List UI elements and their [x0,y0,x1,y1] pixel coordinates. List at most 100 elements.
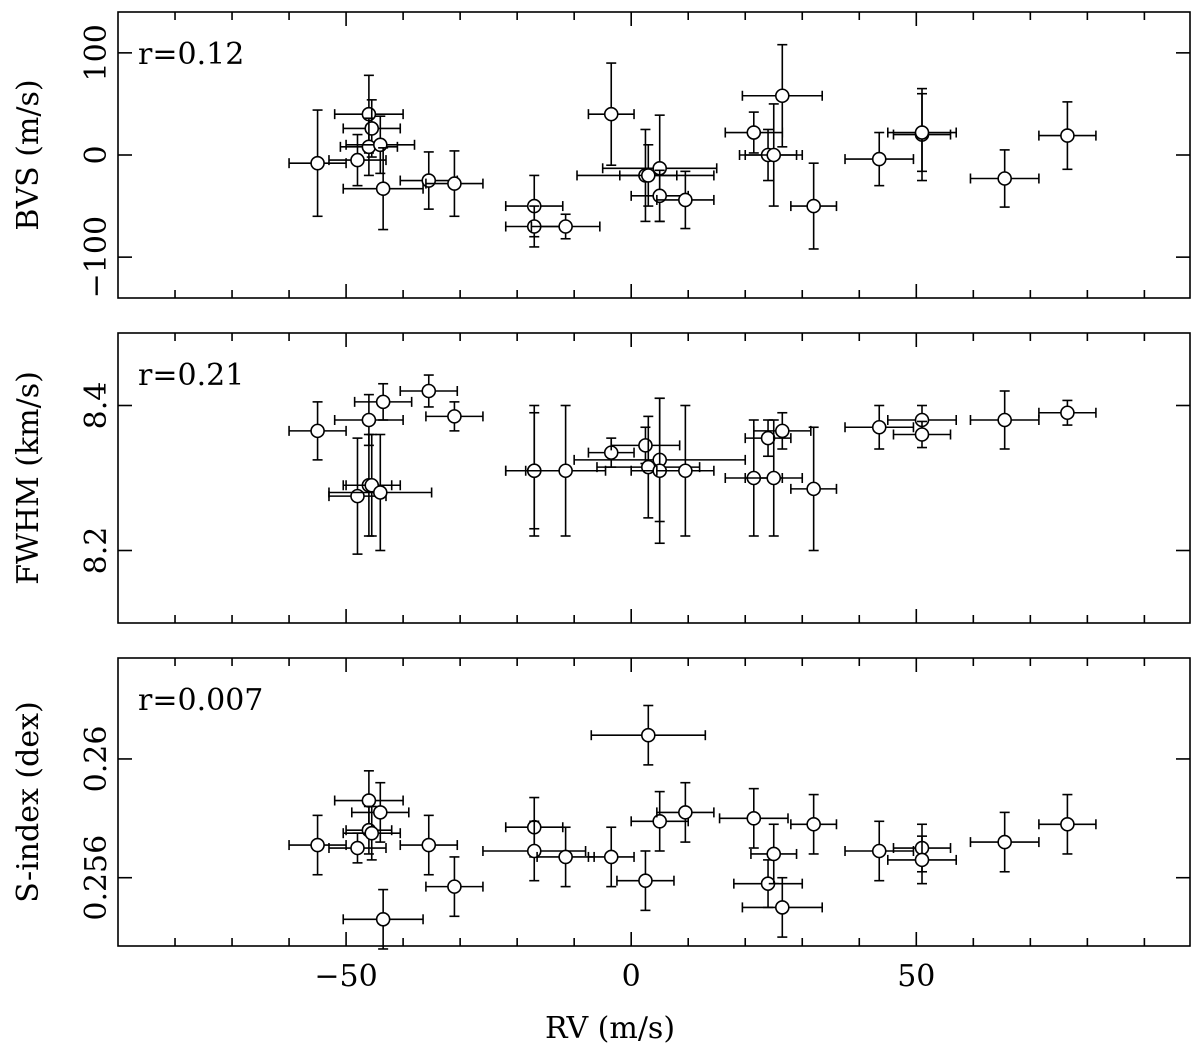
data-point [844,131,915,187]
y-tick-label: 0.256 [79,835,114,921]
data-marker [558,849,573,865]
data-point [1038,399,1097,426]
data-point [587,62,635,167]
data-marker [350,840,365,856]
data-point [425,401,484,432]
y-tick-label: 0 [79,145,114,164]
data-marker [766,470,782,486]
data-point [656,404,715,537]
data-point [744,419,804,537]
x-axis-label: RV (m/s) [545,1011,675,1046]
data-marker [1060,128,1075,143]
y-tick-label: 0.26 [79,726,114,793]
data-point [350,781,410,843]
data-point [288,401,347,461]
x-tick-label: 0 [622,959,641,994]
data-marker [914,852,930,868]
data-marker [447,409,462,424]
data-marker [678,463,693,479]
data-point [587,437,635,468]
y-tick-label: 8.2 [79,527,114,575]
data-marker [558,219,573,234]
data-point [1038,793,1097,855]
data-marker [350,152,365,168]
data-marker [871,843,887,859]
data-point [328,433,433,552]
y-axis-label: BVS (m/s) [11,79,46,230]
plot-frame [117,11,1191,299]
data-point [718,787,789,849]
data-point [844,404,915,450]
data-marker [806,816,821,832]
data-point [790,793,838,855]
plot-frame [117,332,1191,624]
data-marker [997,171,1012,186]
data-marker [526,843,542,859]
data-point [886,92,958,173]
data-marker [361,793,377,808]
plot-frame [117,657,1191,947]
data-marker [310,423,325,439]
panel-bvs: −100 0 100 BVS (m/s) r=0.12 [11,11,1191,299]
data-marker [364,121,380,136]
data-point [744,103,804,207]
data-marker [310,155,325,171]
correlation-label: r=0.21 [138,358,244,393]
data-point [339,117,399,177]
data-marker [375,394,391,410]
correlation-label: r=0.007 [138,683,263,718]
data-marker [421,837,437,853]
data-marker [766,147,782,163]
data-marker [997,412,1012,428]
data-point [790,162,838,250]
data-marker [558,463,573,479]
data-marker [746,811,762,826]
data-marker [678,805,693,820]
data-point [724,111,784,154]
data-marker [640,168,656,183]
data-point [353,382,413,421]
data-marker [447,879,462,894]
data-point [530,213,601,240]
data-point [342,147,424,231]
y-axis-label: FWHM (km/s) [11,371,46,585]
data-marker [447,176,462,191]
data-marker [1060,816,1075,832]
data-point [741,43,824,148]
data-point [587,826,635,888]
data-point [969,390,1040,450]
data-point [741,876,824,938]
data-marker [364,825,380,841]
data-marker [766,846,782,862]
data-marker [806,198,821,214]
data-point [536,826,595,888]
data-point [328,133,387,187]
data-marker [997,834,1012,850]
data-marker [652,813,668,829]
data-marker [678,192,693,208]
data-marker [372,137,388,153]
data-marker [774,88,790,104]
y-tick-label: 8.4 [79,382,114,430]
data-point [342,433,402,537]
data-point [328,832,387,864]
data-marker [774,900,790,915]
data-point [342,888,424,950]
data-marker [361,412,377,428]
data-marker [421,383,437,399]
data-marker [746,125,762,140]
x-tick-label: 50 [897,959,935,994]
data-point [524,404,607,537]
data-point [618,143,678,207]
data-marker [310,837,325,853]
y-axis-label: S-index (dex) [11,701,46,902]
data-point [482,820,587,882]
data-point [790,426,838,552]
data-point [844,820,915,882]
data-point [752,411,812,450]
data-point [288,109,347,218]
data-marker [372,805,388,820]
data-point [750,823,798,885]
data-marker [871,151,887,167]
